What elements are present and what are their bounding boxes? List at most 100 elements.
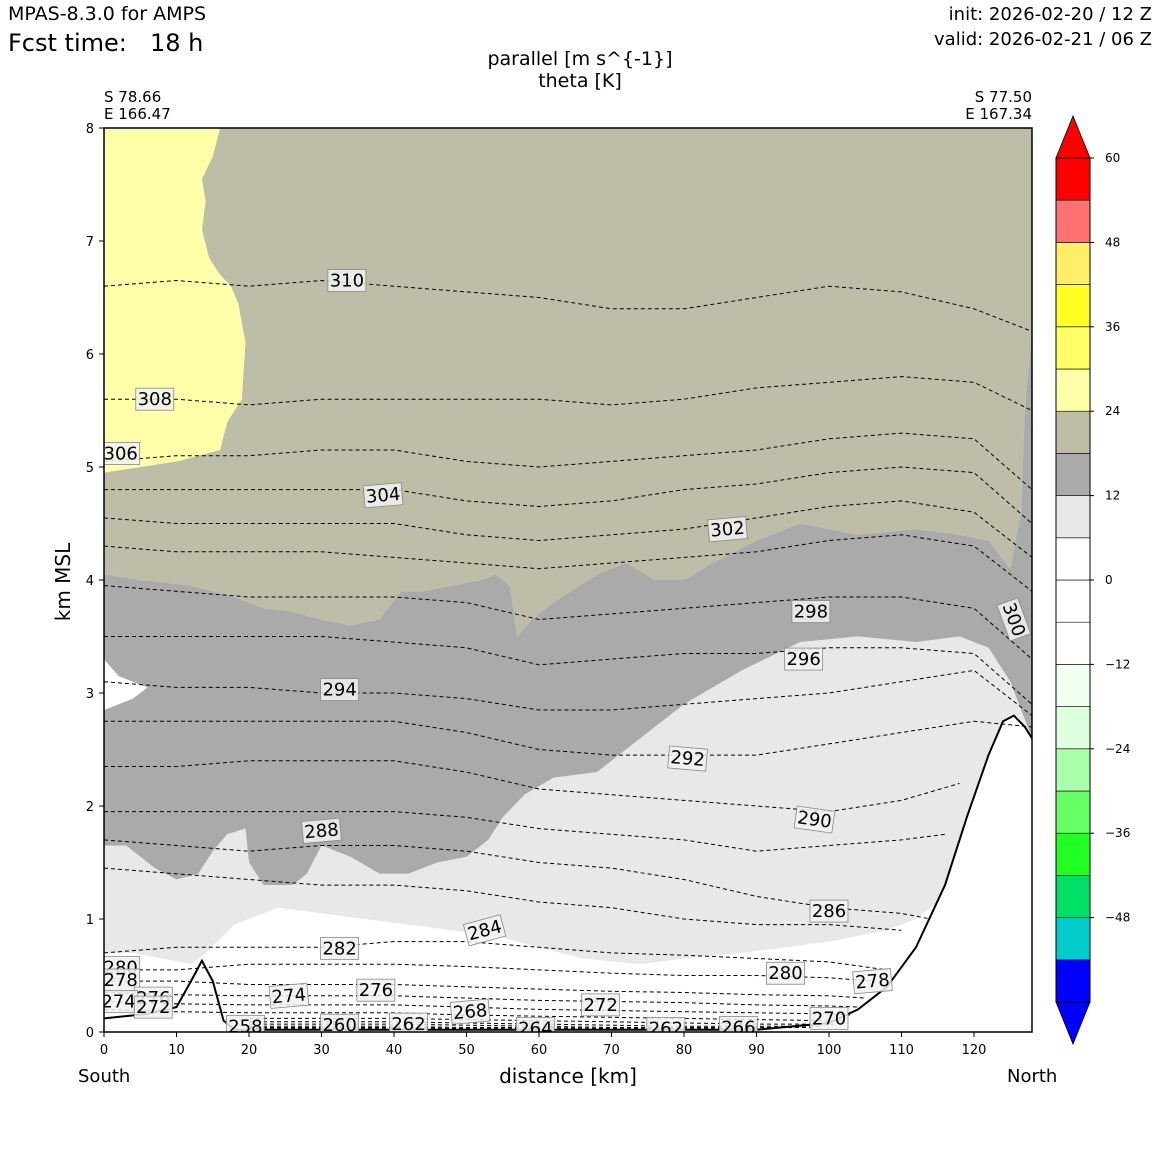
theta-contour-label-text: 292 bbox=[670, 747, 706, 771]
colorbar-segment bbox=[1055, 453, 1091, 496]
x-tick-label: 50 bbox=[458, 1043, 475, 1058]
theta-contour-label: 276 bbox=[356, 978, 396, 1002]
theta-contour-label-box bbox=[104, 442, 141, 465]
colorbar-tick-label: 60 bbox=[1105, 151, 1120, 165]
theta-contour-label: 260 bbox=[320, 1013, 360, 1032]
theta-contour-label-box bbox=[301, 817, 342, 844]
colorbar-tick-label: 0 bbox=[1105, 573, 1113, 587]
colorbar-segment bbox=[1055, 242, 1091, 285]
theta-contour-label: 296 bbox=[784, 647, 824, 671]
theta-contour-label-box bbox=[718, 1016, 758, 1032]
theta-contour-label-box bbox=[996, 597, 1032, 642]
theta-contour-label-text: 272 bbox=[583, 995, 617, 1016]
theta-contour-label-text: 262 bbox=[391, 1014, 425, 1035]
south-label: South bbox=[78, 1066, 131, 1087]
theta-contour-label: 270 bbox=[809, 1007, 849, 1030]
colorbar-segment bbox=[1055, 157, 1091, 201]
theta-contour-label-box bbox=[646, 1017, 686, 1032]
colorbar-extend-low bbox=[1055, 1001, 1091, 1046]
x-tick-label: 0 bbox=[100, 1043, 108, 1058]
wind-region-speed-12-18 bbox=[104, 331, 1032, 886]
colorbar-segment bbox=[1055, 959, 1091, 1003]
theta-contour-label-text: 268 bbox=[452, 1000, 488, 1024]
y-tick-label: 8 bbox=[86, 122, 94, 137]
left-endpoint-lat: S 78.66 bbox=[104, 88, 162, 106]
theta-contour-label-text: 276 bbox=[359, 980, 393, 1001]
colorbar-segment bbox=[1055, 832, 1091, 876]
y-tick-label: 6 bbox=[86, 348, 94, 363]
theta-contour-label: 280 bbox=[766, 961, 805, 985]
y-tick-label: 7 bbox=[86, 235, 94, 250]
theta-contour-label-text: 302 bbox=[710, 518, 746, 542]
theta-contour-298 bbox=[104, 585, 1032, 660]
theta-contour-label-text: 308 bbox=[138, 389, 172, 410]
theta-contour-label-text: 286 bbox=[812, 901, 846, 922]
theta-contour-label-box bbox=[133, 995, 173, 1019]
x-tick-label: 110 bbox=[889, 1043, 914, 1058]
theta-contour-label: 294 bbox=[320, 678, 360, 702]
colorbar-tick-label: 48 bbox=[1105, 235, 1120, 249]
theta-contour-label-text: 310 bbox=[330, 271, 364, 292]
colorbar-tick-label: −24 bbox=[1105, 742, 1130, 756]
theta-contour-label-box bbox=[515, 1017, 555, 1032]
x-tick-label: 120 bbox=[962, 1043, 987, 1058]
theta-contour-label-text: 306 bbox=[103, 443, 137, 464]
theta-contour-label: 268 bbox=[449, 998, 491, 1025]
theta-contour-294 bbox=[104, 669, 1032, 716]
y-tick-label: 3 bbox=[86, 687, 94, 702]
theta-contour-label-box bbox=[791, 600, 831, 624]
x-tick-label: 60 bbox=[531, 1043, 548, 1058]
theta-contour-label-box bbox=[320, 1013, 360, 1032]
colorbar-segment bbox=[1055, 621, 1091, 665]
theta-contour-label-text: 304 bbox=[365, 484, 401, 508]
colorbar-segment bbox=[1055, 748, 1091, 792]
theta-contour-label: 278 bbox=[104, 968, 141, 992]
valid-time: valid: 2026-02-21 / 06 Z bbox=[934, 29, 1152, 50]
theta-contour-label-box bbox=[766, 961, 805, 985]
theta-contour-306 bbox=[104, 432, 1032, 490]
theta-contour-label-text: 274 bbox=[271, 984, 307, 1008]
theta-contour-label: 292 bbox=[667, 745, 708, 772]
theta-contour-label-box bbox=[449, 998, 491, 1025]
theta-contour-label-box bbox=[268, 982, 310, 1009]
model-title: MPAS-8.3.0 for AMPS bbox=[8, 3, 207, 25]
colorbar-segment bbox=[1055, 284, 1091, 328]
colorbar-segment bbox=[1055, 199, 1091, 243]
north-label: North bbox=[1007, 1066, 1058, 1087]
x-tick-label: 80 bbox=[676, 1043, 693, 1058]
colorbar-tick-label: −12 bbox=[1105, 657, 1130, 671]
theta-contour-label: 308 bbox=[135, 387, 175, 411]
theta-contour-label-text: 272 bbox=[136, 997, 170, 1018]
y-tick-label: 2 bbox=[86, 800, 94, 815]
theta-contour-292 bbox=[104, 720, 1032, 756]
x-tick-label: 10 bbox=[168, 1043, 185, 1058]
x-tick-label: 70 bbox=[603, 1043, 620, 1058]
theta-contour-label-box bbox=[320, 936, 360, 960]
theta-contour-label-text: 296 bbox=[786, 649, 820, 670]
y-tick-label: 1 bbox=[86, 913, 94, 928]
colorbar-tick-label: −36 bbox=[1105, 826, 1130, 840]
theta-contour-label-box bbox=[852, 968, 893, 995]
theta-contour-label-box bbox=[135, 387, 175, 411]
theta-contour-label-box bbox=[362, 482, 404, 509]
colorbar-tick-label: 24 bbox=[1105, 404, 1120, 418]
y-tick-label: 0 bbox=[86, 1026, 94, 1041]
theta-contour-label-box bbox=[793, 805, 836, 834]
theta-contour-label-text: 278 bbox=[855, 970, 891, 994]
x-axis-label: distance [km] bbox=[499, 1064, 637, 1088]
theta-contour-284 bbox=[104, 867, 902, 931]
theta-contour-310 bbox=[104, 279, 1032, 332]
theta-contour-label: 274 bbox=[104, 990, 138, 1013]
theta-contour-label-box bbox=[784, 647, 824, 671]
theta-contour-label-text: 294 bbox=[322, 680, 356, 701]
theta-contour-label: 290 bbox=[793, 805, 836, 834]
fcst-time-label: Fcst time: bbox=[8, 29, 127, 57]
plot-area: 3103083063043023002982962942922902882862… bbox=[103, 128, 1032, 1035]
theta-contour-label: 274 bbox=[268, 982, 310, 1009]
x-tick-label: 40 bbox=[386, 1043, 403, 1058]
theta-contour-label: 258 bbox=[225, 1014, 265, 1032]
left-endpoint-lon: E 166.47 bbox=[104, 105, 171, 123]
theta-contour-label-box bbox=[462, 914, 507, 947]
colorbar-tick-label: 12 bbox=[1105, 489, 1120, 503]
